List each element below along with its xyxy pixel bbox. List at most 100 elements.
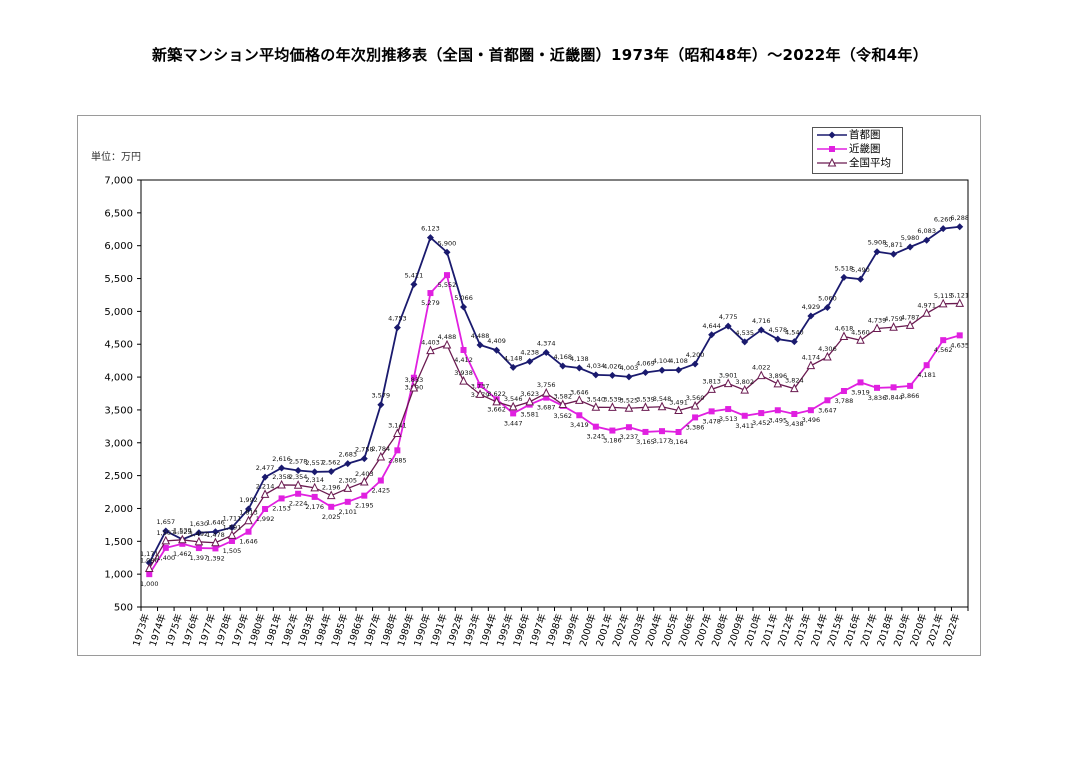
data-label: 3,788 xyxy=(835,397,854,405)
y-tick-label: 5,500 xyxy=(104,274,133,285)
data-point-triangle xyxy=(856,335,865,344)
unit-label: 単位：万円 xyxy=(91,152,141,163)
data-point-triangle xyxy=(872,323,882,333)
data-label: 1,492 xyxy=(190,530,209,538)
data-point-diamond xyxy=(278,464,286,472)
data-point-square xyxy=(956,332,963,339)
data-point-diamond xyxy=(790,338,798,346)
data-label: 4,787 xyxy=(901,313,920,321)
data-point-square xyxy=(857,379,864,386)
data-label: 1,171 xyxy=(140,550,159,558)
data-label: 4,168 xyxy=(553,353,572,361)
data-label: 3,824 xyxy=(785,377,804,385)
data-point-triangle xyxy=(558,399,568,409)
data-label: 2,354 xyxy=(289,473,308,481)
data-point-triangle xyxy=(657,401,667,411)
data-point-triangle xyxy=(707,384,716,393)
data-label: 1,646 xyxy=(206,519,225,527)
data-label: 3,177 xyxy=(653,437,672,445)
data-point-diamond xyxy=(658,366,666,374)
data-point-diamond xyxy=(509,363,517,371)
data-label: 3,646 xyxy=(570,388,589,396)
data-label: 2,358 xyxy=(272,473,291,481)
data-point-triangle xyxy=(178,534,187,544)
data-label: 1,530 xyxy=(173,526,192,534)
data-point-triangle xyxy=(624,403,634,412)
data-point-square xyxy=(212,545,219,552)
page-title: 新築マンション平均価格の年次別推移表（全国・首都圏・近畿圏）1973年（昭和48… xyxy=(151,46,928,64)
data-point-square xyxy=(328,503,335,510)
data-label: 2,562 xyxy=(322,459,341,467)
data-label: 1,992 xyxy=(239,496,258,504)
data-point-triangle xyxy=(806,360,816,370)
data-point-triangle xyxy=(756,370,766,380)
data-point-triangle xyxy=(144,563,154,573)
data-label: 4,644 xyxy=(702,322,721,330)
data-point-diamond xyxy=(807,312,815,320)
data-point-square xyxy=(460,347,467,354)
data-point-triangle xyxy=(393,428,402,438)
legend-triangle-icon xyxy=(817,158,847,167)
data-point-square xyxy=(824,397,831,404)
data-label: 3,513 xyxy=(719,415,738,423)
data-label: 3,560 xyxy=(686,394,705,402)
data-label: 2,477 xyxy=(256,464,275,472)
data-label: 3,687 xyxy=(537,404,556,412)
data-label: 1,711 xyxy=(223,514,242,522)
data-label: 3,164 xyxy=(669,438,688,446)
data-label: 4,026 xyxy=(603,362,622,370)
data-label: 4,022 xyxy=(752,364,771,372)
data-label: 3,833 xyxy=(405,376,424,384)
data-point-square xyxy=(195,545,202,552)
data-label: 2,425 xyxy=(372,487,391,495)
data-point-square xyxy=(543,394,550,401)
data-point-square xyxy=(642,428,649,435)
data-label: 1,523 xyxy=(173,528,192,536)
data-label: 3,447 xyxy=(504,419,523,427)
data-label: 3,539 xyxy=(636,395,655,403)
data-point-triangle xyxy=(525,396,534,406)
data-label: 3,813 xyxy=(702,377,721,385)
data-label: 4,238 xyxy=(520,348,539,356)
y-tick-label: 4,000 xyxy=(104,373,133,384)
data-point-diamond xyxy=(344,460,352,468)
data-point-square xyxy=(890,384,897,391)
data-point-square xyxy=(394,447,401,454)
data-point-triangle xyxy=(608,402,617,411)
data-label: 4,759 xyxy=(884,315,903,323)
data-label: 1,392 xyxy=(206,554,225,562)
data-point-triangle xyxy=(889,322,898,331)
data-point-diamond xyxy=(311,468,319,476)
data-label: 2,224 xyxy=(289,500,308,508)
data-point-square xyxy=(807,407,814,414)
data-label: 2,784 xyxy=(372,445,391,453)
data-point-square xyxy=(874,384,881,391)
data-point-triangle xyxy=(244,515,253,525)
data-point-square xyxy=(311,493,318,500)
data-label: 4,108 xyxy=(669,357,688,365)
chart-legend: 首都圏 近畿圏 全国平均 xyxy=(812,127,903,174)
legend-item-shutoken: 首都圏 xyxy=(813,128,902,142)
data-label: 2,885 xyxy=(388,456,407,464)
data-point-square xyxy=(708,408,715,415)
data-point-square xyxy=(907,382,914,389)
y-tick-label: 500 xyxy=(114,603,133,614)
data-label: 1,591 xyxy=(223,523,242,531)
data-point-triangle xyxy=(674,405,683,415)
data-label: 4,488 xyxy=(438,333,457,341)
data-label: 4,540 xyxy=(785,329,804,337)
data-label: 3,938 xyxy=(454,369,473,377)
data-point-diamond xyxy=(741,338,749,346)
data-label: 1,086 xyxy=(140,557,159,565)
data-point-triangle xyxy=(227,530,237,539)
y-tick-label: 1,000 xyxy=(104,570,133,581)
data-point-diamond xyxy=(426,234,434,242)
data-label: 2,214 xyxy=(256,482,275,490)
data-label: 5,490 xyxy=(851,266,870,274)
data-point-triangle xyxy=(790,383,799,393)
data-label: 2,153 xyxy=(272,504,291,512)
data-label: 4,578 xyxy=(768,326,787,334)
data-point-square xyxy=(344,498,351,505)
data-label: 4,174 xyxy=(802,354,821,362)
data-point-triangle xyxy=(376,451,386,461)
